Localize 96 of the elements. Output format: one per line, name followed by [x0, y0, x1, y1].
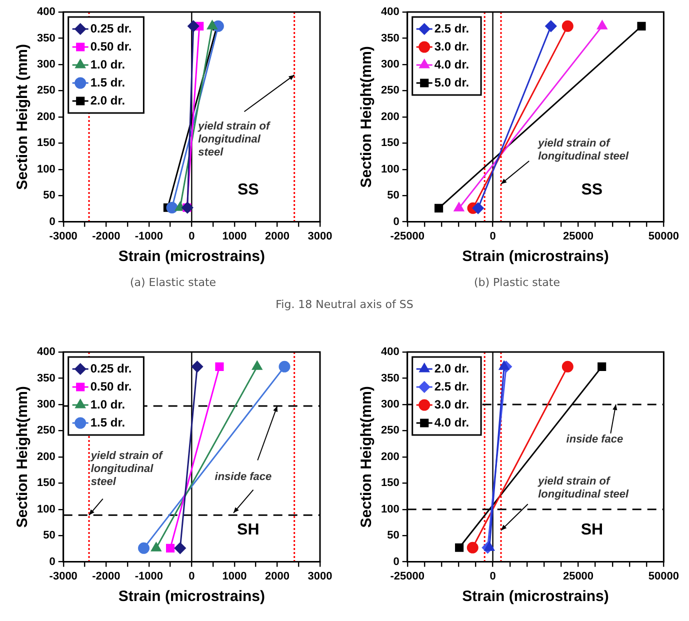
x-tick-label: -2000 [92, 230, 120, 242]
legend-label: 2.5 dr. [434, 379, 470, 394]
legend-label: 3.0 dr. [434, 39, 470, 54]
x-tick-label: 3000 [308, 230, 332, 242]
x-tick-label: 1000 [222, 570, 247, 582]
x-tick-label: 2000 [264, 570, 290, 582]
y-tick-label: 0 [393, 556, 400, 568]
y-tick-label: 50 [43, 190, 56, 202]
y-tick-label: 200 [36, 110, 56, 123]
x-axis-title: Strain (microstrains) [462, 588, 609, 606]
legend-label: 1.5 dr. [90, 415, 126, 430]
y-axis-title: Section Height(mm) [358, 46, 376, 188]
x-tick-label: -25000 [390, 230, 424, 242]
legend-label: 0.25 dr. [90, 21, 132, 36]
y-tick-label: 50 [387, 530, 400, 542]
x-tick-label: 25000 [562, 570, 594, 582]
x-tick-label: 0 [490, 570, 496, 582]
legend-label: 0.50 dr. [90, 379, 132, 394]
text: SS [581, 182, 603, 199]
y-tick-label: 150 [36, 477, 56, 490]
y-tick-label: 300 [36, 398, 56, 410]
x-tick-label: 0 [490, 230, 496, 242]
annotation: inside face [214, 471, 272, 484]
legend-label: 0.25 dr. [90, 361, 132, 376]
y-tick-label: 350 [36, 372, 56, 384]
legend-label: 1.0 dr. [90, 57, 126, 72]
x-tick-label: -2000 [92, 570, 120, 582]
x-tick-label: 2000 [264, 230, 290, 242]
annotation: yield strain of longitudinal steel [90, 450, 164, 488]
text: (b) Plastic state [472, 276, 561, 289]
x-tick-label: -25000 [390, 570, 424, 582]
legend-label: 4.0 dr. [434, 415, 470, 430]
y-tick-label: 350 [380, 372, 400, 384]
y-tick-label: 250 [380, 424, 400, 437]
x-axis-title: Strain (microstrains) [462, 248, 609, 266]
y-tick-label: 100 [36, 163, 56, 176]
x-tick-label: 1000 [222, 230, 247, 242]
y-tick-label: 150 [380, 477, 400, 490]
y-axis-title: Section Height (mm) [14, 44, 32, 190]
x-axis-title: Strain (microstrains) [118, 248, 266, 266]
y-tick-label: 0 [49, 556, 56, 568]
annotation: yield strain of longitudinal steel [197, 120, 271, 159]
legend-label: 4.0 dr. [434, 57, 470, 72]
y-tick-label: 250 [36, 84, 56, 97]
caption: Fig. 18 Neutral axis of SS [274, 298, 414, 311]
y-axis-title: Section Height(mm) [14, 386, 32, 528]
x-tick-label: -3000 [49, 230, 78, 242]
x-tick-label: 0 [188, 230, 195, 242]
text: SH [580, 522, 604, 539]
x-tick-label: -3000 [49, 570, 78, 582]
y-tick-label: 300 [380, 58, 400, 70]
text: (a) Elastic state [128, 276, 218, 289]
y-tick-label: 200 [380, 450, 400, 463]
y-tick-label: 200 [36, 450, 56, 463]
y-tick-label: 100 [36, 503, 56, 516]
x-tick-label: -1000 [134, 570, 163, 582]
legend-label: 2.5 dr. [434, 21, 470, 36]
y-tick-label: 0 [49, 216, 56, 228]
x-axis-title: Strain (microstrains) [118, 588, 266, 606]
legend-label: 0.50 dr. [90, 39, 132, 54]
x-tick-label: 3000 [308, 570, 332, 582]
annotation: inside face [566, 433, 624, 446]
legend-label: 3.0 dr. [434, 397, 470, 412]
y-tick-label: 150 [380, 137, 400, 150]
y-tick-label: 50 [43, 530, 56, 542]
y-tick-label: 400 [380, 6, 400, 18]
y-tick-label: 50 [387, 190, 400, 202]
legend-label: 1.5 dr. [90, 75, 126, 90]
y-tick-label: 0 [393, 216, 400, 228]
x-tick-label: 50000 [648, 230, 680, 242]
y-tick-label: 100 [380, 163, 400, 176]
legend-label: 2.0 dr. [90, 93, 126, 108]
x-tick-label: 50000 [648, 570, 680, 582]
y-tick-label: 100 [380, 503, 400, 516]
y-tick-label: 300 [36, 58, 56, 70]
y-tick-label: 150 [36, 137, 56, 150]
y-tick-label: 350 [36, 32, 56, 44]
legend-label: 2.0 dr. [434, 361, 470, 376]
legend-label: 1.0 dr. [90, 397, 126, 412]
text: SS [237, 182, 260, 199]
y-axis-title: Section Height(mm) [358, 386, 376, 528]
y-tick-label: 400 [36, 346, 56, 358]
y-tick-label: 250 [36, 424, 56, 437]
annotation: yield strain of longitudinal steel [537, 137, 630, 162]
y-tick-label: 400 [380, 346, 400, 358]
y-tick-label: 300 [380, 398, 400, 410]
x-tick-label: -1000 [134, 230, 163, 242]
y-tick-label: 400 [36, 6, 56, 18]
x-tick-label: 25000 [562, 230, 594, 242]
legend-label: 5.0 dr. [434, 75, 470, 90]
y-tick-label: 200 [380, 110, 400, 123]
text: SH [237, 522, 260, 539]
x-tick-label: 0 [188, 570, 195, 582]
y-tick-label: 250 [380, 84, 400, 97]
annotation: yield strain of longitudinal steel [537, 475, 630, 500]
y-tick-label: 350 [380, 32, 400, 44]
